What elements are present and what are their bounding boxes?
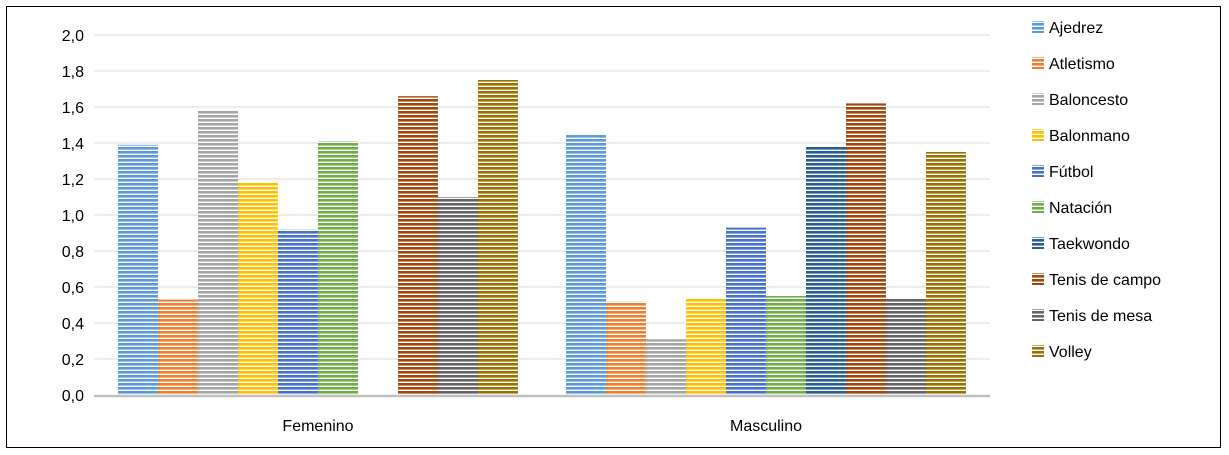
- legend-label: Taekwondo: [1049, 236, 1130, 253]
- legend: Ajedrez Atletismo Baloncesto Balonmano Fútbo…: [1032, 20, 1161, 361]
- y-tick-label: 0,6: [62, 280, 84, 297]
- bars: [118, 80, 966, 396]
- bar-natación-femenino: [318, 141, 358, 395]
- bar-atletismo-masculino: [606, 301, 646, 395]
- legend-swatch: [1032, 129, 1044, 141]
- bar-fútbol-femenino: [278, 229, 318, 395]
- legend-swatch: [1032, 309, 1044, 321]
- y-tick-label: 1,8: [62, 64, 84, 81]
- bar-ajedrez-femenino: [118, 144, 158, 395]
- legend-swatch: [1032, 345, 1044, 357]
- bar-baloncesto-masculino: [646, 339, 686, 395]
- bar-volley-femenino: [478, 80, 518, 395]
- y-tick-label: 1,6: [62, 100, 84, 117]
- bar-tenis-de-mesa-femenino: [438, 197, 478, 395]
- bar-tenis-de-mesa-masculino: [886, 297, 926, 395]
- bar-balonmano-femenino: [238, 182, 278, 395]
- y-tick-label: 0,0: [62, 388, 84, 405]
- bar-tenis-de-campo-femenino: [398, 96, 438, 395]
- y-tick-label: 1,4: [62, 136, 84, 153]
- legend-label: Atletismo: [1049, 56, 1115, 73]
- y-tick-label: 1,2: [62, 172, 84, 189]
- bar-volley-masculino: [926, 152, 966, 395]
- legend-swatch: [1032, 273, 1044, 285]
- y-tick-label: 0,2: [62, 352, 84, 369]
- legend-label: Tenis de campo: [1049, 272, 1161, 289]
- y-tick-label: 0,8: [62, 244, 84, 261]
- legend-swatch: [1032, 165, 1044, 177]
- legend-label: Fútbol: [1049, 164, 1093, 181]
- legend-swatch: [1032, 93, 1044, 105]
- category-label: Masculino: [730, 418, 802, 435]
- bar-ajedrez-masculino: [566, 134, 606, 395]
- legend-label: Volley: [1049, 344, 1092, 361]
- legend-label: Ajedrez: [1049, 20, 1103, 37]
- legend-label: Tenis de mesa: [1049, 308, 1152, 325]
- category-label: Femenino: [282, 418, 353, 435]
- bar-natación-masculino: [766, 296, 806, 395]
- legend-label: Baloncesto: [1049, 92, 1128, 109]
- bar-fútbol-masculino: [726, 227, 766, 395]
- y-tick-label: 2,0: [62, 28, 84, 45]
- bar-taekwondo-masculino: [806, 146, 846, 395]
- legend-swatch: [1032, 57, 1044, 69]
- legend-swatch: [1032, 21, 1044, 33]
- legend-label: Balonmano: [1049, 128, 1130, 145]
- bar-atletismo-femenino: [158, 299, 198, 395]
- category-labels: Femenino Masculino: [282, 418, 802, 435]
- bar-tenis-de-campo-masculino: [846, 103, 886, 396]
- bar-chart: 0,0 0,2 0,4 0,6 0,8 1,0 1,2 1,4 1,6 1,8 2,0 Femeni…: [62, 20, 1161, 435]
- legend-label: Natación: [1049, 200, 1112, 217]
- y-axis-ticks: 0,0 0,2 0,4 0,6 0,8 1,0 1,2 1,4 1,6 1,8 2,0: [62, 28, 84, 405]
- legend-swatch: [1032, 237, 1044, 249]
- y-tick-label: 0,4: [62, 316, 84, 333]
- chart-frame: 0,0 0,2 0,4 0,6 0,8 1,0 1,2 1,4 1,6 1,8 2,0 Femeni…: [6, 6, 1221, 448]
- bar-baloncesto-femenino: [198, 110, 238, 395]
- y-tick-label: 1,0: [62, 208, 84, 225]
- bar-balonmano-masculino: [686, 297, 726, 395]
- legend-swatch: [1032, 201, 1044, 213]
